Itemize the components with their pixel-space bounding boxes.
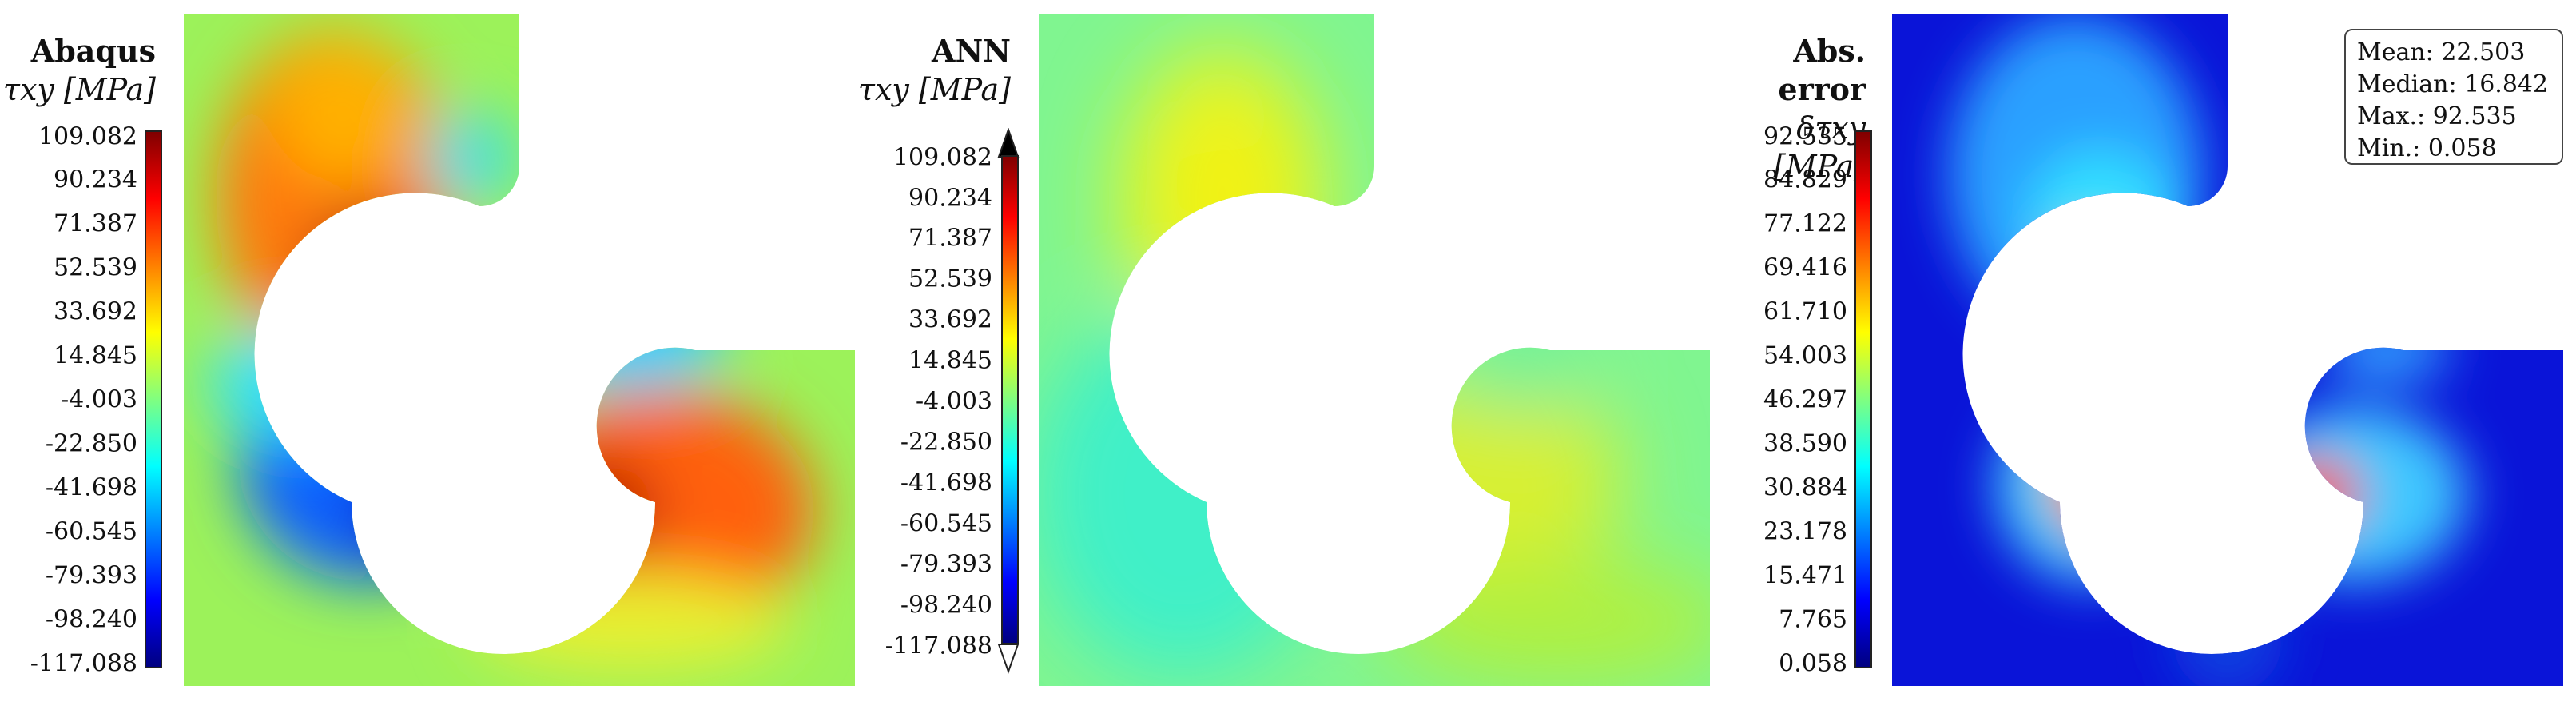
title-label: Abaqus [30, 33, 156, 69]
subtitle-label: δτxy [MPa] [1773, 110, 1866, 184]
tick-label: -4.003 [60, 385, 137, 414]
stat-min: Min.: 0.058 [2357, 134, 2497, 162]
tick-label: 109.082 [892, 143, 992, 172]
tick-label: -117.088 [885, 632, 992, 660]
tick-label: 109.082 [38, 122, 137, 151]
tick-label: 46.297 [1763, 385, 1847, 414]
tick-label: 14.845 [908, 346, 992, 375]
tick-label: -22.850 [900, 428, 992, 457]
tick-label: 33.692 [908, 305, 992, 334]
tick-label: -22.850 [45, 429, 137, 458]
tick-label: 33.692 [54, 297, 137, 326]
tick-label: -98.240 [45, 605, 137, 634]
tick-label: -60.545 [900, 509, 992, 538]
tick-label: -79.393 [900, 550, 992, 579]
tick-label: 30.884 [1763, 473, 1847, 502]
colorbar [1854, 130, 1872, 668]
tick-label: -117.088 [30, 649, 137, 678]
tick-label: -60.545 [45, 517, 137, 546]
panel-ann: ANN τxy [MPa] 109.082 90.234 71.387 52.5… [855, 0, 1710, 702]
stats-box: Mean: 22.503 Median: 16.842 Max.: 92.535… [2344, 29, 2563, 165]
panel-title: Abaqus τxy [MPa] [0, 32, 156, 109]
tick-label: 69.416 [1763, 253, 1847, 282]
tick-label: -79.393 [45, 561, 137, 590]
tick-label: -41.698 [900, 469, 992, 497]
tick-label: 71.387 [54, 209, 137, 238]
tick-label: 92.535 [1763, 122, 1847, 151]
stat-max: Max.: 92.535 [2357, 102, 2517, 130]
colorbar [145, 130, 162, 668]
tick-label: 77.122 [1763, 209, 1847, 238]
tick-label: 38.590 [1763, 429, 1847, 458]
stress-field-ann [1039, 14, 1710, 686]
tick-label: 71.387 [908, 224, 992, 253]
colorbar-ticks: 109.082 90.234 71.387 52.539 33.692 14.8… [0, 0, 137, 702]
colorbar [1001, 155, 1019, 644]
tick-label: -41.698 [45, 473, 137, 502]
panel-title: Abs. error δτxy [MPa] [1710, 32, 1866, 185]
tick-label: 52.539 [54, 253, 137, 282]
tick-label: 61.710 [1763, 297, 1847, 326]
tick-label: -4.003 [915, 387, 992, 416]
panel-abs-error: Abs. error δτxy [MPa] 92.535 84.829 77.1… [1710, 0, 2576, 702]
error-field [1892, 14, 2563, 686]
tick-label: 90.234 [54, 166, 137, 194]
tick-label: 90.234 [908, 184, 992, 213]
tick-label: 84.829 [1763, 166, 1847, 194]
tick-label: 23.178 [1763, 517, 1847, 546]
tick-label: 7.765 [1779, 605, 1847, 634]
title-label: Abs. error [1778, 33, 1866, 107]
tick-label: 54.003 [1763, 341, 1847, 370]
tick-label: -98.240 [900, 591, 992, 620]
panel-title: ANN τxy [MPa] [855, 32, 1011, 109]
panel-abaqus: Abaqus τxy [MPa] 109.082 90.234 71.387 5… [0, 0, 855, 702]
title-label: ANN [932, 33, 1011, 69]
colorbar-ticks: 92.535 84.829 77.122 69.416 61.710 54.00… [1710, 0, 1847, 702]
stat-mean: Mean: 22.503 [2357, 38, 2526, 66]
stress-field-abaqus [184, 14, 855, 686]
tick-label: 15.471 [1763, 561, 1847, 590]
tick-label: 0.058 [1779, 649, 1847, 678]
tick-label: 14.845 [54, 341, 137, 370]
subtitle-label: τxy [MPa] [857, 72, 1011, 107]
subtitle-label: τxy [MPa] [2, 72, 156, 107]
stat-median: Median: 16.842 [2357, 70, 2549, 98]
colorbar-arrow-bottom [997, 644, 1020, 675]
tick-label: 52.539 [908, 265, 992, 293]
colorbar-ticks: 109.082 90.234 71.387 52.539 33.692 14.8… [855, 0, 992, 702]
